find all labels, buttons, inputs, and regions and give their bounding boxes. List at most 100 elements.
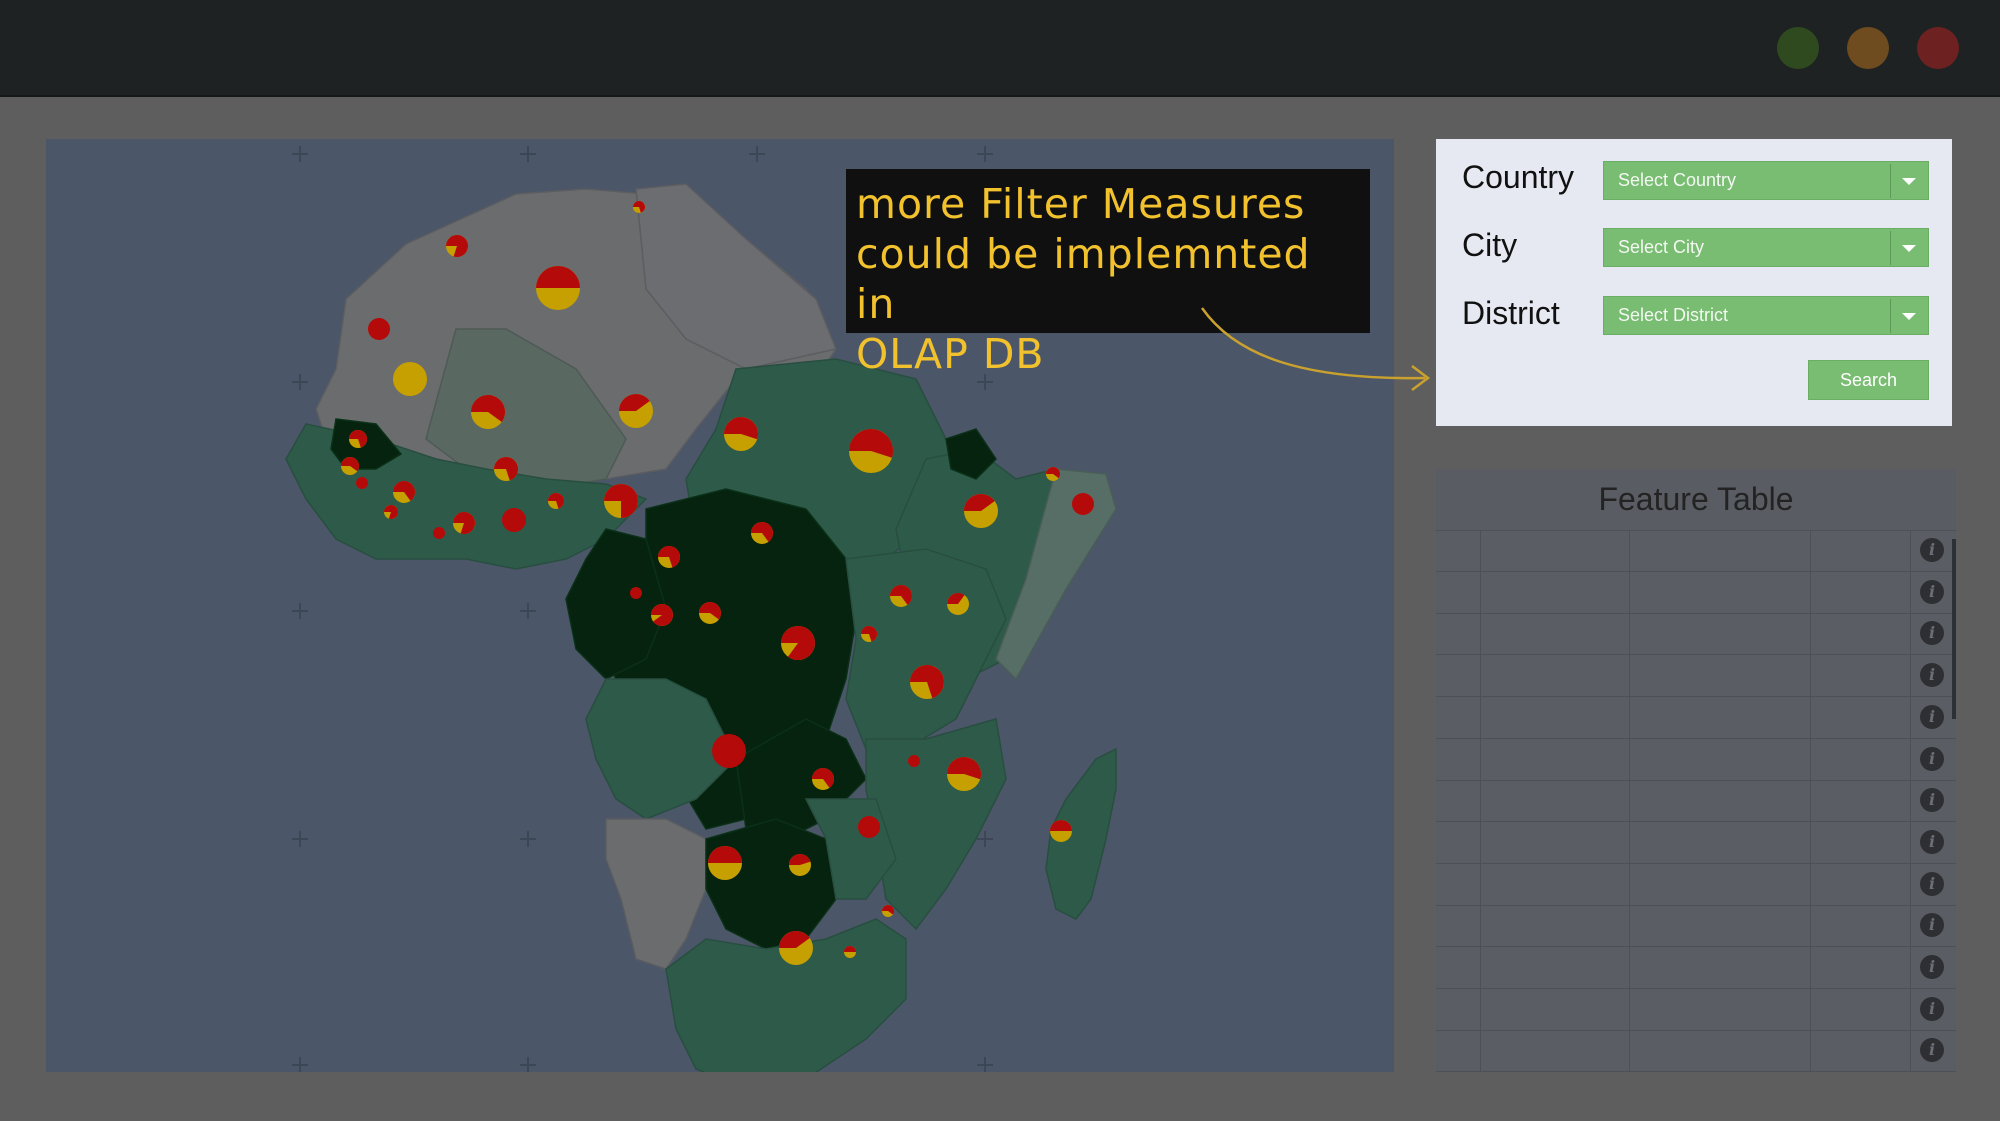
table-row[interactable]: i [1436, 697, 1956, 739]
chevron-down-icon[interactable] [1902, 245, 1916, 252]
pie-marker[interactable] [384, 505, 399, 519]
city-select-value: Select City [1618, 237, 1705, 257]
table-row[interactable]: i [1436, 905, 1956, 948]
pie-marker[interactable] [712, 734, 746, 768]
table-row[interactable]: i [1436, 572, 1956, 614]
graticule-cross [520, 603, 536, 619]
info-icon[interactable]: i [1920, 955, 1944, 979]
pie-marker[interactable] [393, 481, 416, 503]
table-row[interactable]: i [1436, 864, 1956, 906]
pie-marker[interactable] [861, 626, 877, 642]
pie-marker[interactable] [446, 235, 468, 257]
callout-line-2: could be implemnted in [856, 230, 1311, 328]
pie-marker[interactable] [849, 429, 893, 473]
graticule-cross [977, 374, 993, 390]
pie-marker[interactable] [548, 493, 564, 509]
info-icon[interactable]: i [1920, 663, 1944, 688]
country-select[interactable]: Select Country [1603, 161, 1929, 200]
pie-marker[interactable] [699, 601, 721, 624]
pie-marker[interactable] [1050, 820, 1072, 842]
maximize-button[interactable] [1777, 27, 1819, 69]
column-divider [1629, 530, 1630, 1072]
table-row[interactable]: i [1436, 739, 1956, 781]
info-icon[interactable]: i [1920, 746, 1944, 771]
table-row[interactable]: i [1436, 530, 1956, 572]
table-row[interactable]: i [1436, 822, 1956, 864]
pie-marker[interactable] [633, 201, 645, 213]
pie-marker[interactable] [812, 768, 835, 790]
pie-marker[interactable] [947, 757, 981, 791]
district-select[interactable]: Select District [1603, 296, 1929, 335]
title-bar [0, 0, 2000, 97]
info-icon[interactable]: i [1920, 829, 1944, 854]
select-divider [1890, 299, 1891, 333]
pie-marker[interactable] [494, 457, 519, 481]
pie-marker[interactable] [1046, 467, 1060, 481]
minimize-button[interactable] [1847, 27, 1889, 69]
pie-marker[interactable] [368, 318, 390, 340]
graticule-cross [520, 1057, 536, 1072]
info-icon[interactable]: i [1920, 538, 1944, 562]
pie-marker[interactable] [724, 416, 759, 451]
table-row[interactable]: i [1436, 655, 1956, 698]
info-icon[interactable]: i [1920, 579, 1944, 604]
pie-marker[interactable] [502, 508, 526, 532]
info-icon[interactable]: i [1920, 913, 1944, 938]
table-row[interactable]: i [1436, 989, 1956, 1031]
table-row[interactable]: i [1436, 613, 1956, 656]
pie-marker[interactable] [890, 585, 912, 607]
pie-marker[interactable] [658, 546, 680, 568]
info-icon[interactable]: i [1920, 704, 1944, 729]
callout-line-1: more Filter Measures [856, 180, 1306, 228]
pie-marker[interactable] [908, 755, 920, 767]
graticule-cross [977, 831, 993, 847]
pie-marker[interactable] [630, 587, 642, 599]
pie-marker[interactable] [356, 477, 368, 489]
pie-marker[interactable] [453, 512, 475, 534]
table-row[interactable]: i [1436, 1030, 1956, 1072]
pie-marker[interactable] [751, 522, 773, 544]
pie-marker[interactable] [882, 905, 894, 917]
table-row[interactable]: i [1436, 780, 1956, 823]
table-row[interactable]: i [1436, 947, 1956, 989]
pie-marker[interactable] [708, 846, 742, 880]
country-label: Country [1462, 159, 1575, 195]
pie-marker[interactable] [341, 457, 359, 475]
pie-marker[interactable] [433, 527, 445, 539]
column-divider [1810, 530, 1811, 1072]
pie-marker[interactable] [947, 593, 969, 615]
pie-marker[interactable] [619, 394, 653, 428]
pie-marker[interactable] [964, 494, 998, 528]
select-divider [1890, 231, 1891, 265]
table-scrollbar[interactable] [1952, 539, 1956, 719]
info-icon[interactable]: i [1920, 1038, 1944, 1063]
pie-marker[interactable] [604, 484, 638, 518]
info-icon[interactable]: i [1920, 621, 1944, 646]
pie-marker[interactable] [779, 931, 813, 965]
graticule-cross [520, 831, 536, 847]
pie-marker[interactable] [651, 603, 673, 626]
pie-marker[interactable] [349, 429, 367, 448]
pie-marker[interactable] [910, 665, 944, 699]
city-select[interactable]: Select City [1603, 228, 1929, 267]
info-icon[interactable]: i [1920, 871, 1944, 896]
district-label: District [1462, 295, 1560, 331]
pie-marker[interactable] [1072, 493, 1094, 515]
graticule-cross [292, 1057, 308, 1072]
info-icon[interactable]: i [1920, 996, 1944, 1021]
pie-marker[interactable] [393, 362, 427, 396]
chevron-down-icon[interactable] [1902, 313, 1916, 320]
pie-marker[interactable] [471, 395, 506, 429]
pie-marker[interactable] [536, 266, 580, 310]
pie-marker[interactable] [789, 854, 811, 876]
chevron-down-icon[interactable] [1902, 178, 1916, 185]
pie-marker[interactable] [844, 946, 856, 958]
country-select-value: Select Country [1618, 170, 1737, 190]
pie-marker[interactable] [858, 816, 880, 838]
graticule-cross [520, 146, 536, 162]
search-button[interactable]: Search [1808, 360, 1929, 400]
info-icon[interactable]: i [1920, 788, 1944, 813]
pie-marker[interactable] [781, 626, 815, 660]
close-button[interactable] [1917, 27, 1959, 69]
